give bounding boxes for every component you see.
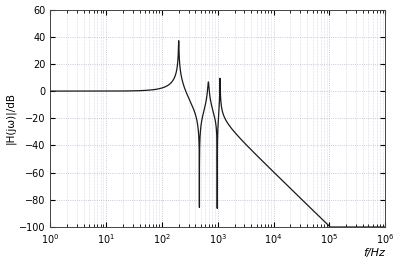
- Y-axis label: |H(jω)|/dB: |H(jω)|/dB: [6, 92, 16, 144]
- X-axis label: f/Hz: f/Hz: [363, 248, 385, 258]
